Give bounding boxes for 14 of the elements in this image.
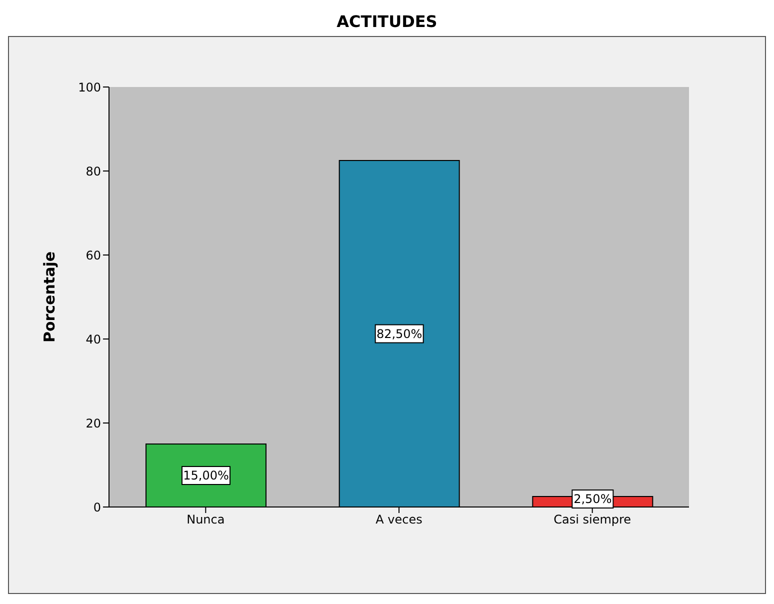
data-label: 15,00% [183,468,229,482]
y-tick-label: 100 [78,80,101,94]
y-tick-label: 60 [86,248,101,262]
x-tick-label: A veces [376,512,422,527]
x-tick-label: Nunca [186,512,225,527]
y-tick-label: 20 [86,416,101,430]
data-label: 82,50% [376,326,422,341]
y-axis-title: Porcentaje [40,251,58,343]
y-tick-label: 80 [86,164,101,178]
y-tick-label: 40 [86,332,101,346]
data-label: 2,50% [574,492,612,506]
x-tick-label: Casi siempre [554,512,632,527]
chart-title: ACTITUDES [336,11,438,33]
y-tick-label: 0 [93,500,101,514]
